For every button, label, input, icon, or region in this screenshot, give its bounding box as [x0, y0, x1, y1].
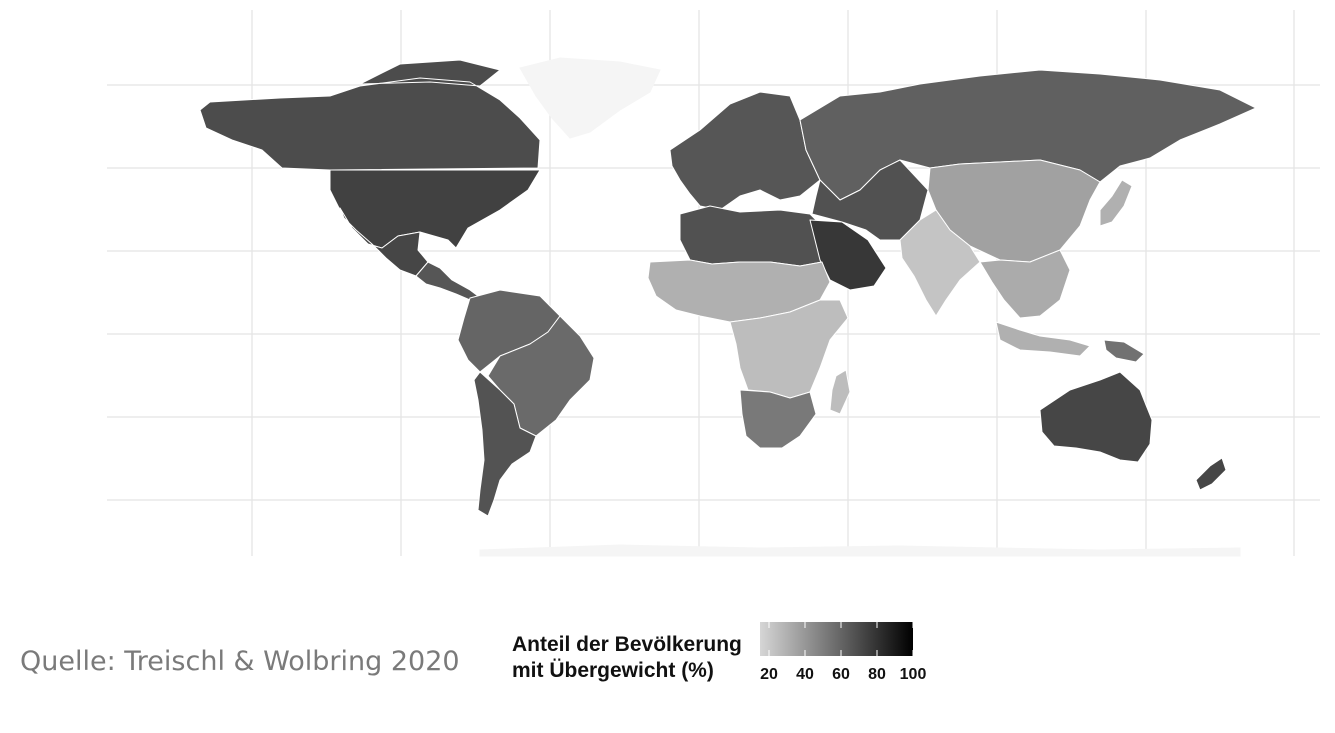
region-new-zealand — [1195, 457, 1227, 491]
region-central-east-africa — [729, 299, 849, 399]
region-madagascar — [829, 369, 851, 415]
legend-tick-label: 100 — [899, 666, 927, 683]
region-india-south-asia — [899, 209, 981, 317]
legend-title: Anteil der Bevölkerung mit Übergewicht (… — [512, 632, 742, 684]
region-canada — [199, 59, 541, 171]
region-north-africa — [679, 205, 825, 267]
source-credit: Quelle: Treischl & Wolbring 2020 — [20, 646, 460, 677]
legend-title-line2: mit Übergewicht (%) — [512, 659, 714, 682]
legend-colorbar — [760, 622, 913, 656]
legend-tick-label: 20 — [760, 666, 778, 683]
legend-tick-label: 40 — [796, 666, 814, 683]
legend-title-line1: Anteil der Bevölkerung — [512, 633, 742, 656]
region-southeast-asia — [979, 249, 1071, 319]
region-central-america — [415, 261, 479, 301]
region-japan — [1099, 179, 1133, 227]
world-map-svg — [107, 10, 1320, 557]
legend-tick-label: 60 — [832, 666, 850, 683]
legend-gradient — [760, 622, 913, 656]
world-map — [107, 10, 1320, 557]
region-greenland — [519, 57, 661, 139]
region-southern-africa — [739, 389, 817, 449]
region-indonesia — [995, 321, 1091, 357]
legend-tickmarks — [768, 622, 913, 656]
region-europe — [669, 91, 821, 211]
legend-tick-labels: 20 40 60 80 100 — [740, 666, 940, 690]
region-southern-cone — [473, 371, 537, 517]
legend-tick-label: 80 — [868, 666, 886, 683]
region-papua-new-guinea — [1103, 339, 1145, 363]
region-australia — [1039, 371, 1153, 463]
countries — [199, 59, 1257, 517]
region-antarctica — [479, 544, 1241, 557]
